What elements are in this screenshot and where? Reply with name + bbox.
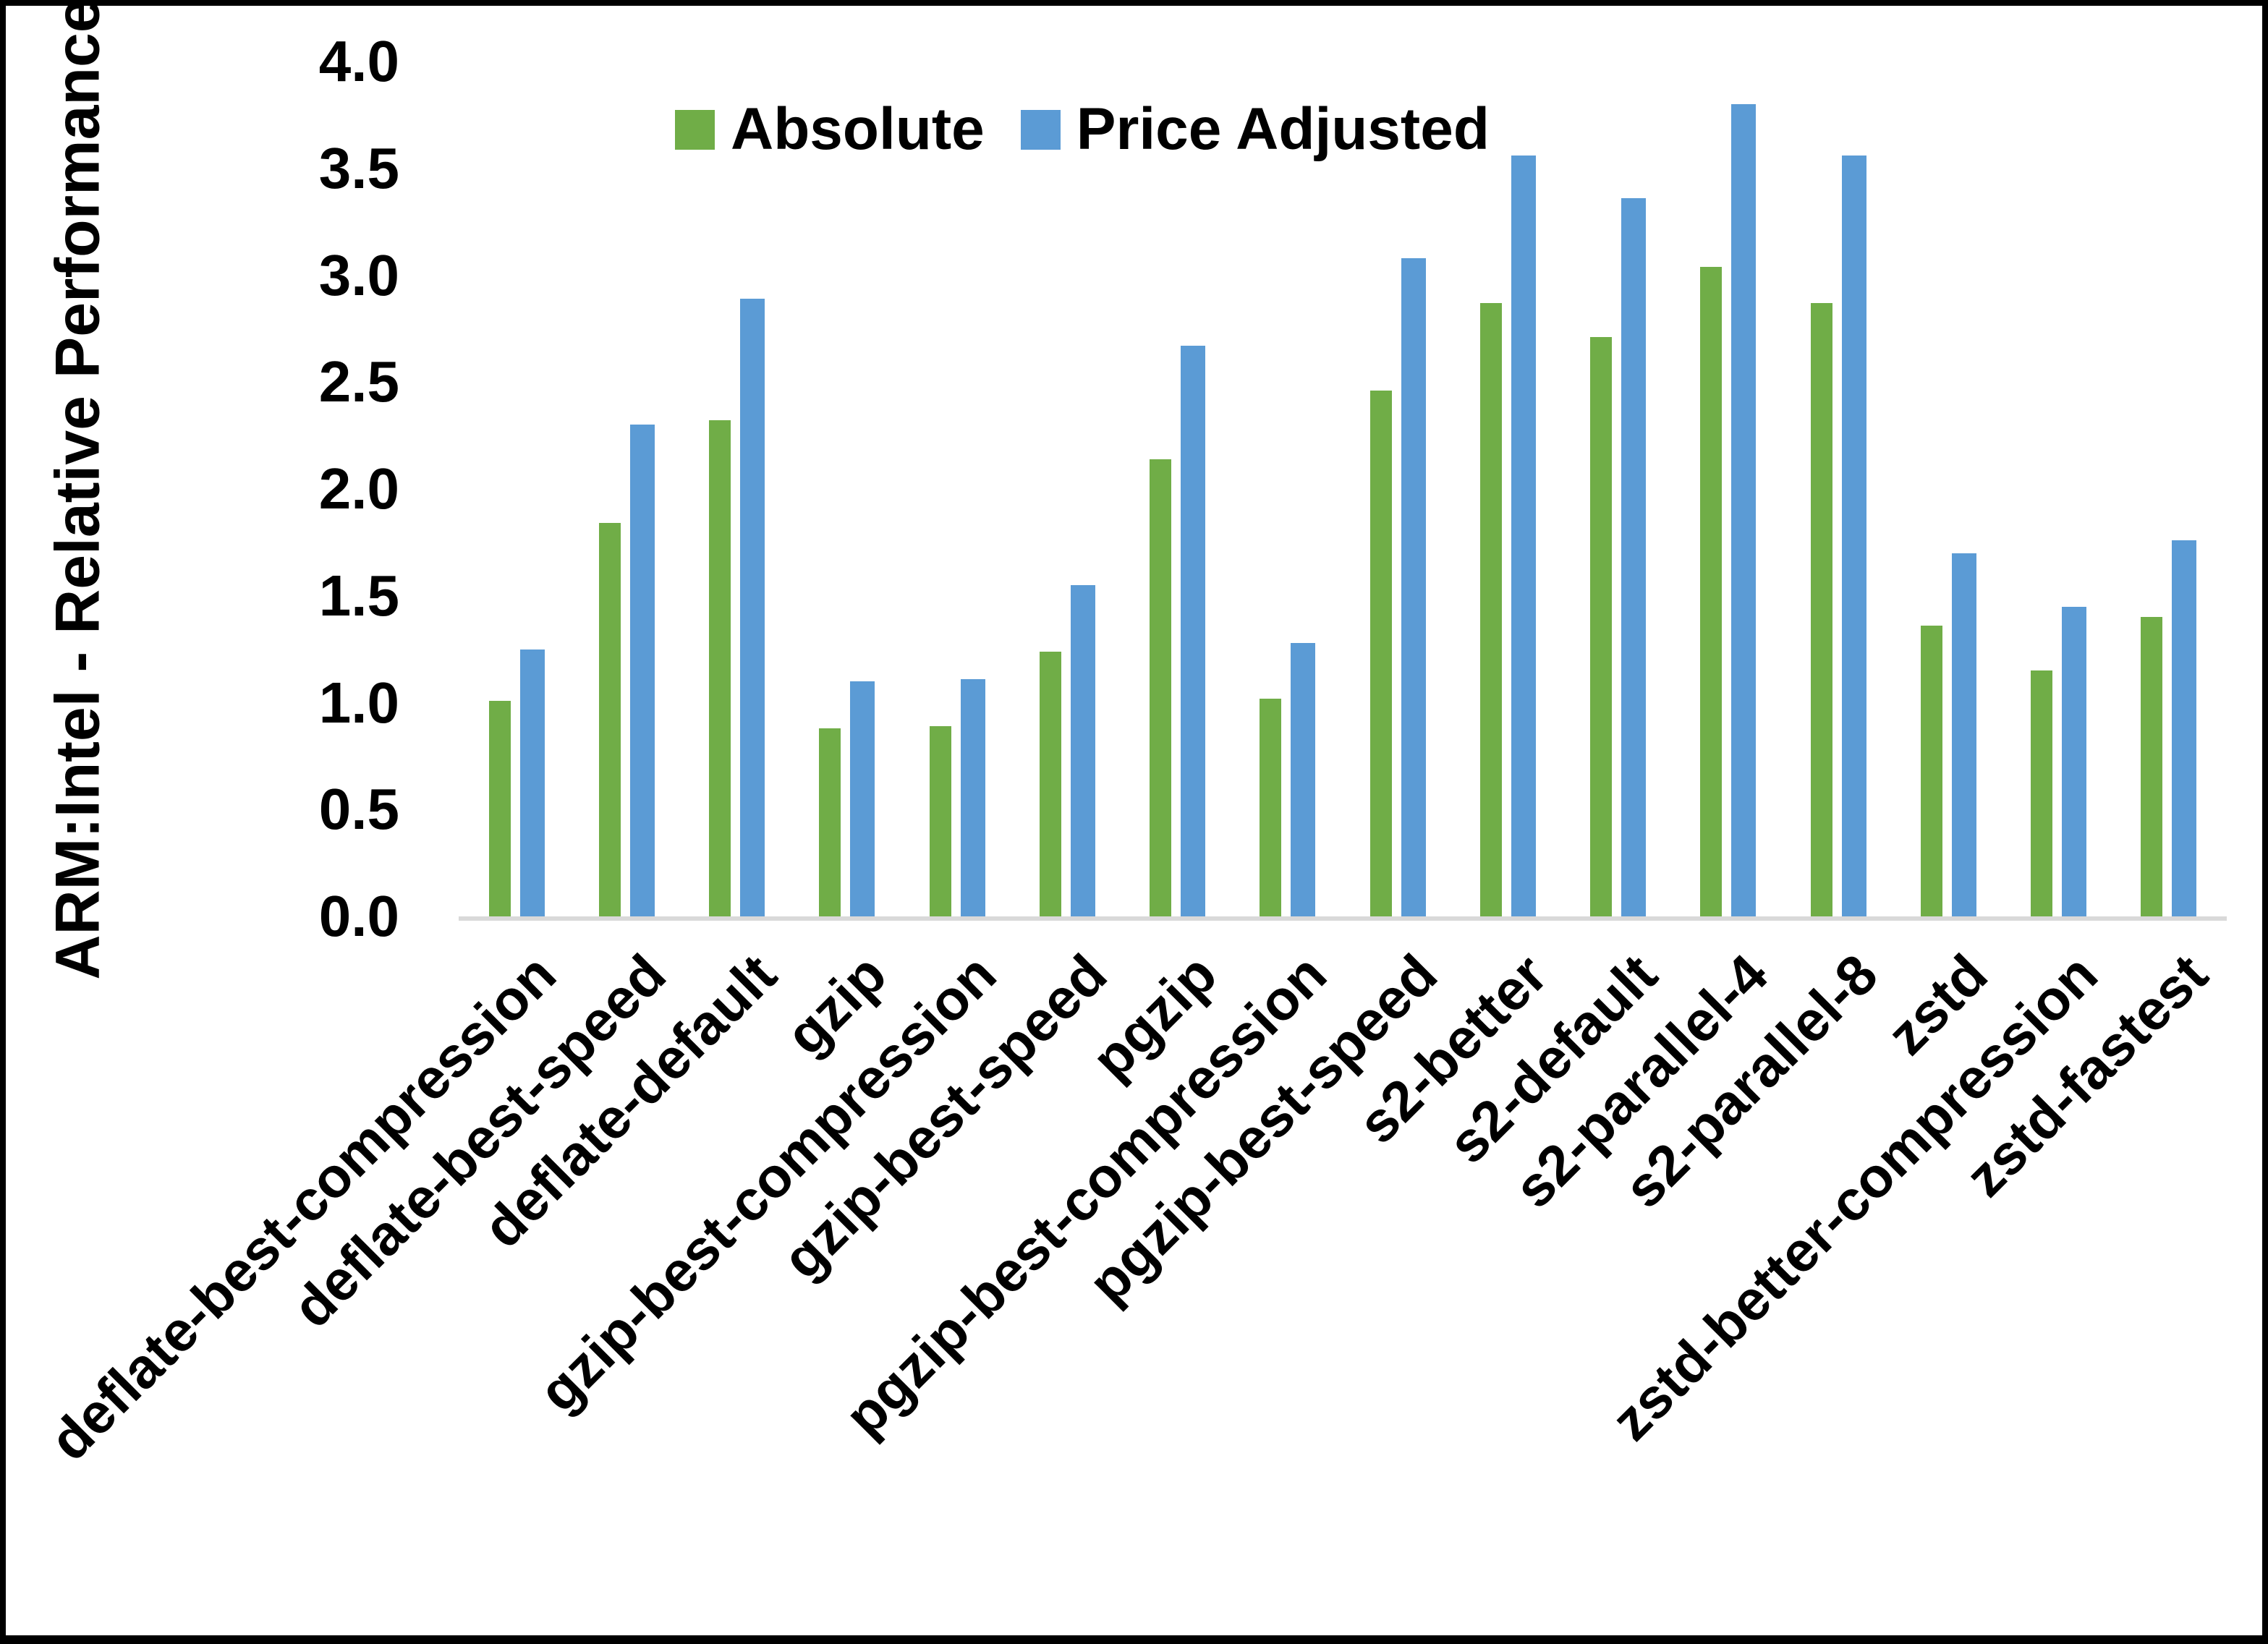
bar-group-s2-parallel-4 xyxy=(1673,61,1783,916)
bar-group-pgzip-best-compression xyxy=(1233,61,1343,916)
bar-price-adjusted-pgzip xyxy=(1181,346,1206,916)
bar-absolute-pgzip-best-compression xyxy=(1260,698,1282,916)
bar-price-adjusted-gzip xyxy=(850,681,875,916)
bar-absolute-s2-parallel-8 xyxy=(1810,302,1832,916)
bar-absolute-deflate-default xyxy=(709,420,731,916)
bar-price-adjusted-deflate-best-compression xyxy=(519,649,545,916)
bar-absolute-pgzip xyxy=(1150,459,1172,916)
bar-absolute-deflate-best-compression xyxy=(488,700,511,916)
bar-absolute-pgzip-best-speed xyxy=(1369,391,1392,916)
bar-absolute-zstd-fastest xyxy=(2141,617,2163,916)
bar-group-zstd-better-compression xyxy=(2004,61,2114,916)
bar-absolute-s2-default xyxy=(1590,337,1613,916)
y-axis-tick-label: 2.0 xyxy=(318,456,399,521)
y-axis-tick-label: 0.0 xyxy=(318,884,399,948)
x-axis-line xyxy=(459,916,2227,921)
legend-entry-price-adjusted: Price Adjusted xyxy=(1020,96,1490,162)
bar-absolute-gzip-best-speed xyxy=(1039,651,1061,916)
y-axis-tick-label: 4.0 xyxy=(318,29,399,93)
bar-absolute-s2-better xyxy=(1479,302,1502,916)
bar-price-adjusted-zstd-better-compression xyxy=(2062,606,2087,916)
bar-group-deflate-best-compression xyxy=(462,61,572,916)
y-axis-tick-label: 3.0 xyxy=(318,242,399,307)
bar-group-gzip xyxy=(792,61,902,916)
y-axis-tick-label: 1.0 xyxy=(318,670,399,735)
bar-group-s2-better xyxy=(1453,61,1563,916)
bar-absolute-zstd-better-compression xyxy=(2031,670,2053,916)
y-axis-tick-label: 1.5 xyxy=(318,563,399,628)
legend-swatch-absolute xyxy=(675,109,715,150)
bar-price-adjusted-gzip-best-compression xyxy=(960,679,985,916)
legend: Absolute Price Adjusted xyxy=(675,100,1490,159)
bar-absolute-s2-parallel-4 xyxy=(1700,266,1723,916)
legend-label-absolute: Absolute xyxy=(731,96,985,162)
bar-group-deflate-best-speed xyxy=(572,61,681,916)
bar-price-adjusted-zstd-fastest xyxy=(2172,540,2197,916)
bar-price-adjusted-s2-parallel-4 xyxy=(1731,104,1757,916)
bar-group-s2-parallel-8 xyxy=(1783,61,1893,916)
legend-entry-absolute: Absolute xyxy=(675,100,985,159)
bar-price-adjusted-pgzip-best-speed xyxy=(1401,257,1426,916)
bar-price-adjusted-zstd xyxy=(1951,553,1976,916)
y-axis-tick-label: 3.5 xyxy=(318,135,399,200)
bar-price-adjusted-deflate-best-speed xyxy=(629,425,655,916)
bar-price-adjusted-s2-better xyxy=(1511,156,1536,916)
bar-group-gzip-best-speed xyxy=(1012,61,1122,916)
legend-label-price-adjusted: Price Adjusted xyxy=(1076,96,1490,162)
bar-group-deflate-default xyxy=(682,61,792,916)
bar-absolute-zstd xyxy=(1920,626,1942,916)
y-axis-title: ARM:Intel - Relative Performance xyxy=(43,0,113,980)
y-axis-tick-label: 0.5 xyxy=(318,777,399,842)
bar-price-adjusted-s2-parallel-8 xyxy=(1841,156,1866,916)
bar-price-adjusted-pgzip-best-compression xyxy=(1291,642,1316,916)
bar-group-s2-default xyxy=(1563,61,1673,916)
bar-price-adjusted-deflate-default xyxy=(740,299,765,916)
bar-absolute-deflate-best-speed xyxy=(598,523,621,916)
bar-group-gzip-best-compression xyxy=(902,61,1012,916)
bar-absolute-gzip xyxy=(819,728,841,916)
bar-absolute-gzip-best-compression xyxy=(929,726,951,916)
bar-group-zstd-fastest xyxy=(2114,61,2224,916)
bar-group-pgzip-best-speed xyxy=(1343,61,1453,916)
plot-area xyxy=(462,61,2224,916)
bar-price-adjusted-s2-default xyxy=(1621,198,1647,916)
bar-price-adjusted-gzip-best-speed xyxy=(1070,584,1095,916)
y-axis-tick-label: 2.5 xyxy=(318,349,399,414)
legend-swatch-price-adjusted xyxy=(1020,109,1061,150)
bar-group-pgzip xyxy=(1123,61,1233,916)
bar-group-zstd xyxy=(1893,61,2003,916)
